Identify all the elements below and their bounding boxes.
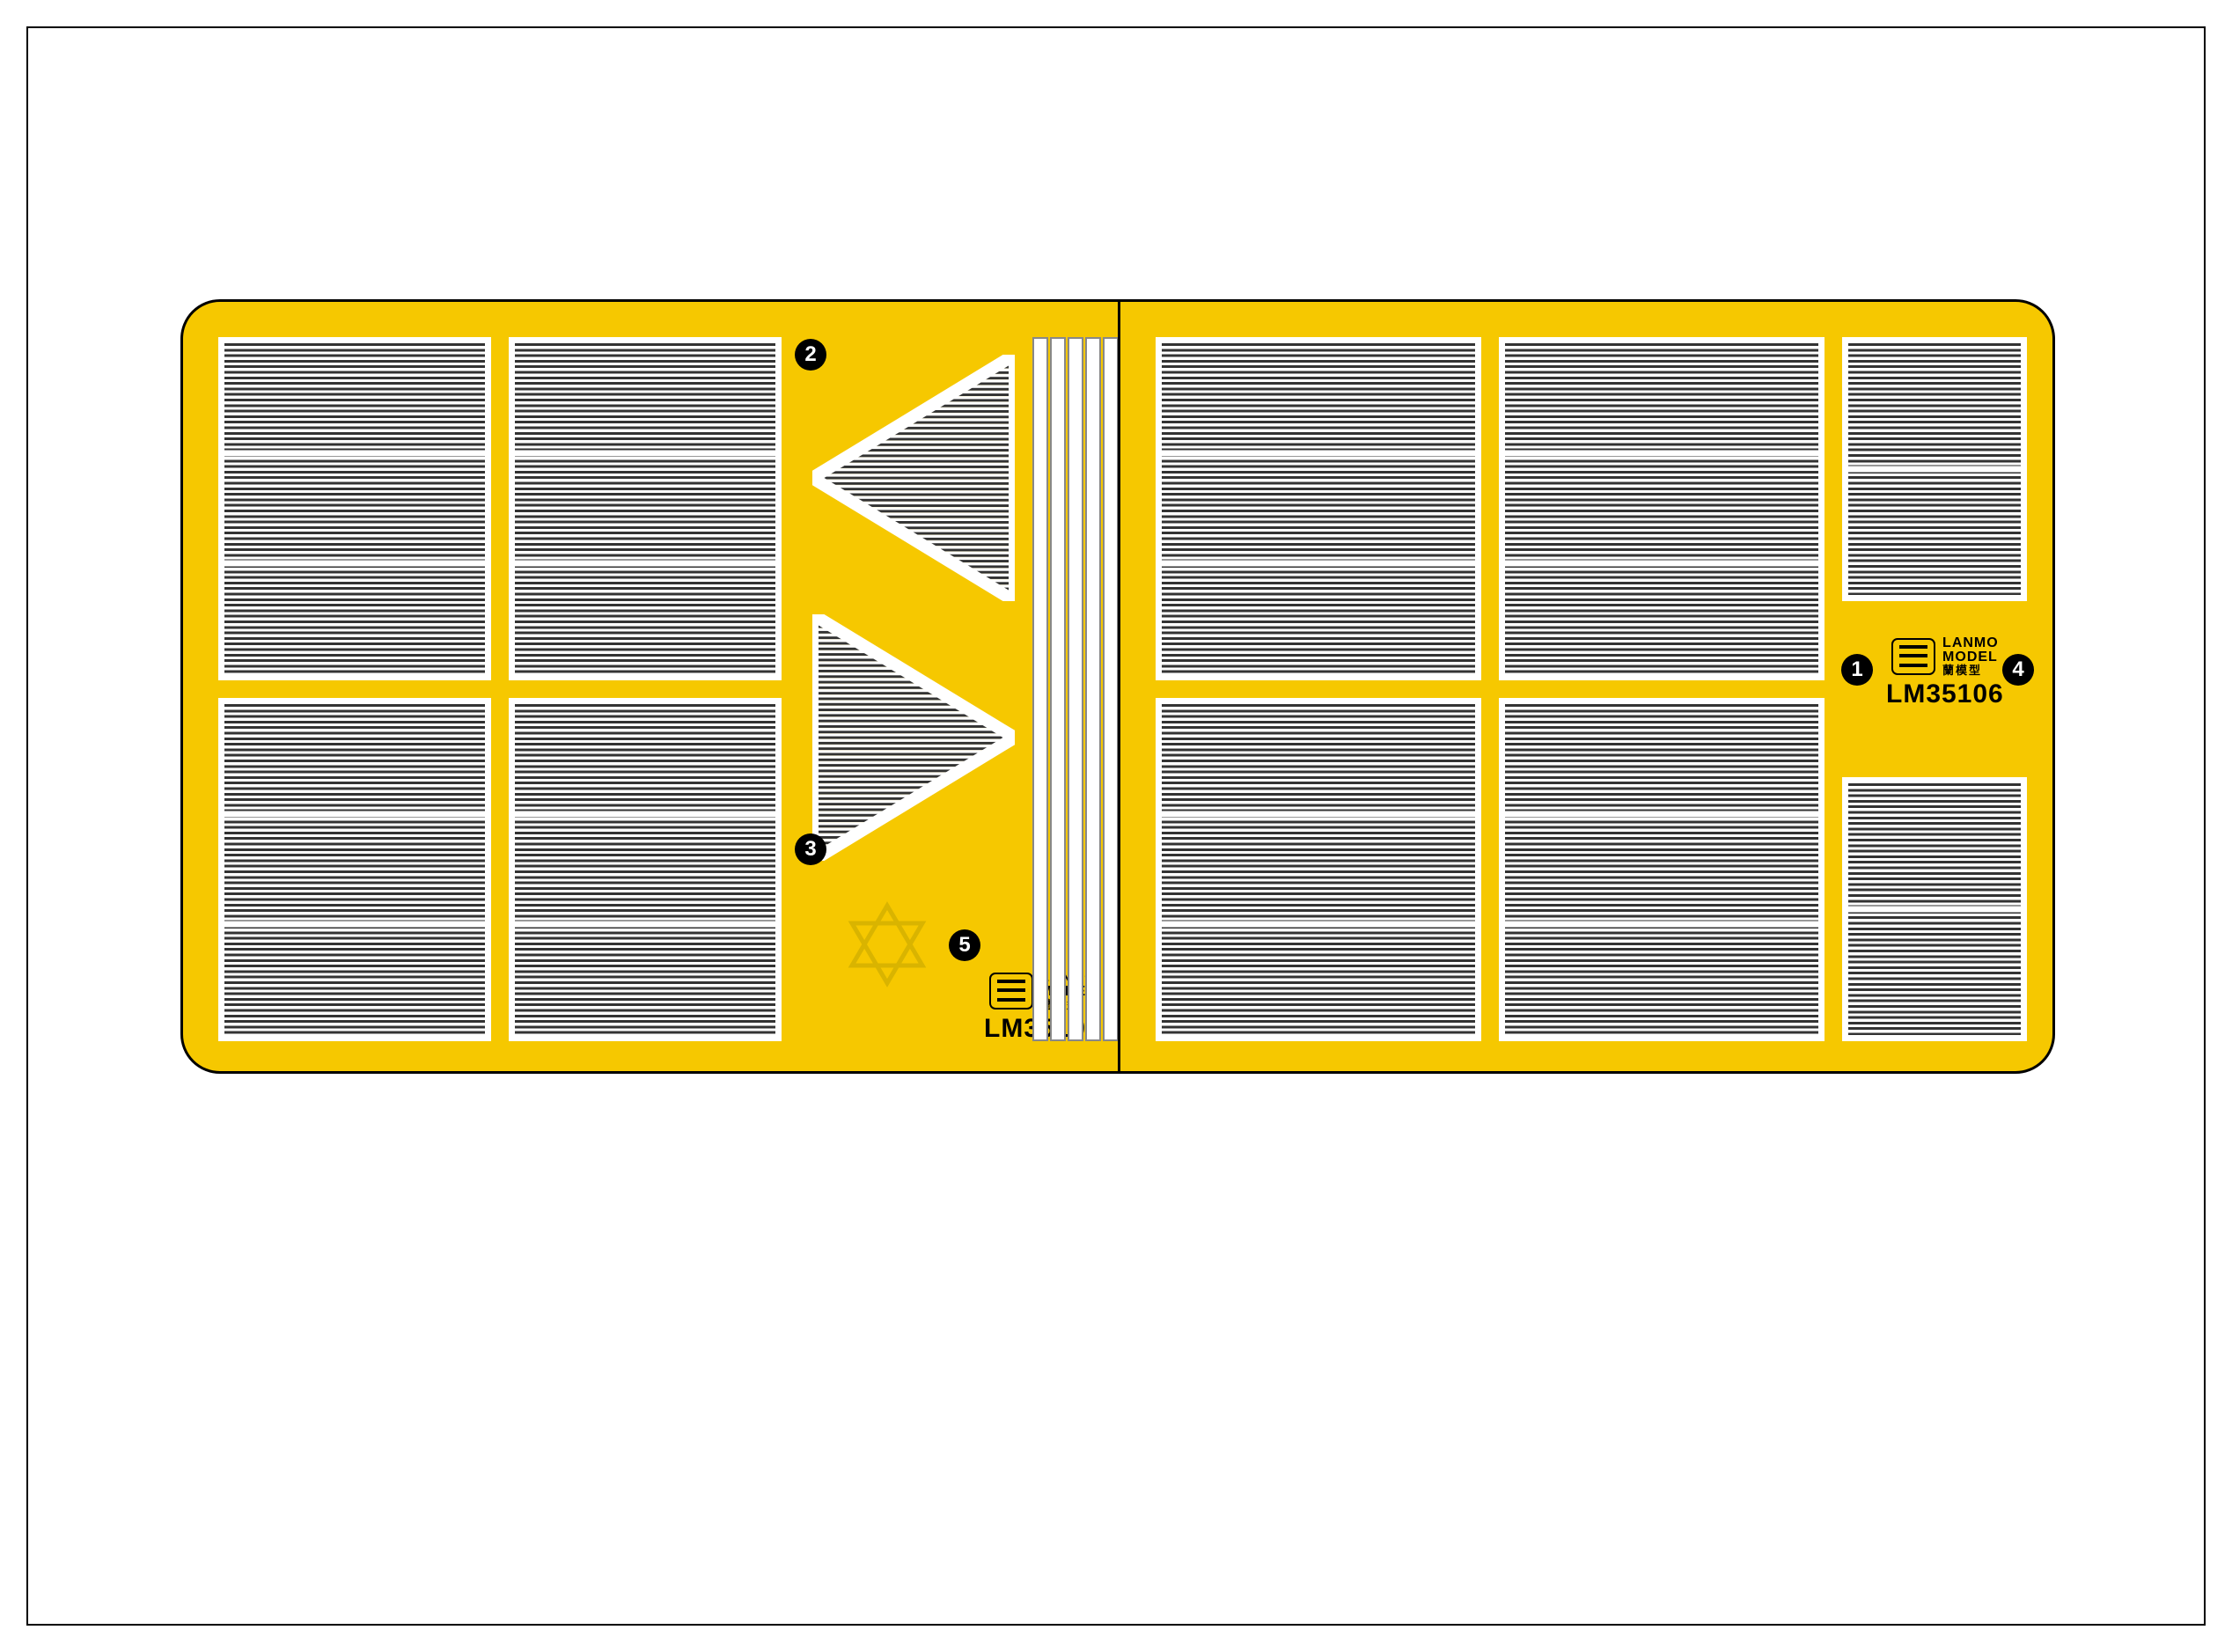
brand-logo-icon bbox=[989, 973, 1033, 1010]
vertical-strip-part bbox=[1050, 337, 1066, 1041]
grille-part-L3 bbox=[218, 698, 491, 1041]
grille-part-R5 bbox=[1499, 698, 1825, 1041]
part-number-badge-3: 3 bbox=[795, 833, 826, 865]
grille-part-L4 bbox=[509, 698, 782, 1041]
star-of-david-icon bbox=[843, 900, 931, 988]
vertical-strip-part bbox=[1103, 337, 1119, 1041]
brand-block-right: LANMO MODEL 蘭模型 LM35106 bbox=[1886, 636, 2004, 709]
vertical-strip-part bbox=[1068, 337, 1083, 1041]
product-code-right: LM35106 bbox=[1886, 679, 2004, 709]
grille-part-R1 bbox=[1156, 337, 1481, 680]
triangle-part-2 bbox=[812, 355, 1015, 601]
grille-part-R4 bbox=[1156, 698, 1481, 1041]
part-number-badge-4: 4 bbox=[2002, 654, 2034, 686]
grille-part-R3 bbox=[1842, 337, 2027, 601]
part-number-badge-1: 1 bbox=[1841, 654, 1873, 686]
pe-fret-right-panel: 1 4 LANMO MODEL 蘭模型 LM35106 bbox=[1118, 299, 2055, 1074]
grille-part-L1 bbox=[218, 337, 491, 680]
pe-fret-left-panel: 2 3 5 LANMO MODEL 蘭模型 LM35106 bbox=[180, 299, 1122, 1074]
grille-part-L2 bbox=[509, 337, 782, 680]
grille-part-R6 bbox=[1842, 777, 2027, 1041]
diagram-container: 2 3 5 LANMO MODEL 蘭模型 LM35106 1 4 bbox=[180, 299, 2055, 1074]
grille-part-R2 bbox=[1499, 337, 1825, 680]
brand-logo-icon bbox=[1891, 638, 1935, 675]
vertical-strip-part bbox=[1032, 337, 1048, 1041]
part-number-badge-2: 2 bbox=[795, 339, 826, 371]
vertical-strip-part bbox=[1085, 337, 1101, 1041]
part-number-badge-5: 5 bbox=[949, 929, 980, 961]
brand-name-text: LANMO MODEL 蘭模型 bbox=[1942, 636, 1999, 676]
triangle-part-3 bbox=[812, 614, 1015, 861]
